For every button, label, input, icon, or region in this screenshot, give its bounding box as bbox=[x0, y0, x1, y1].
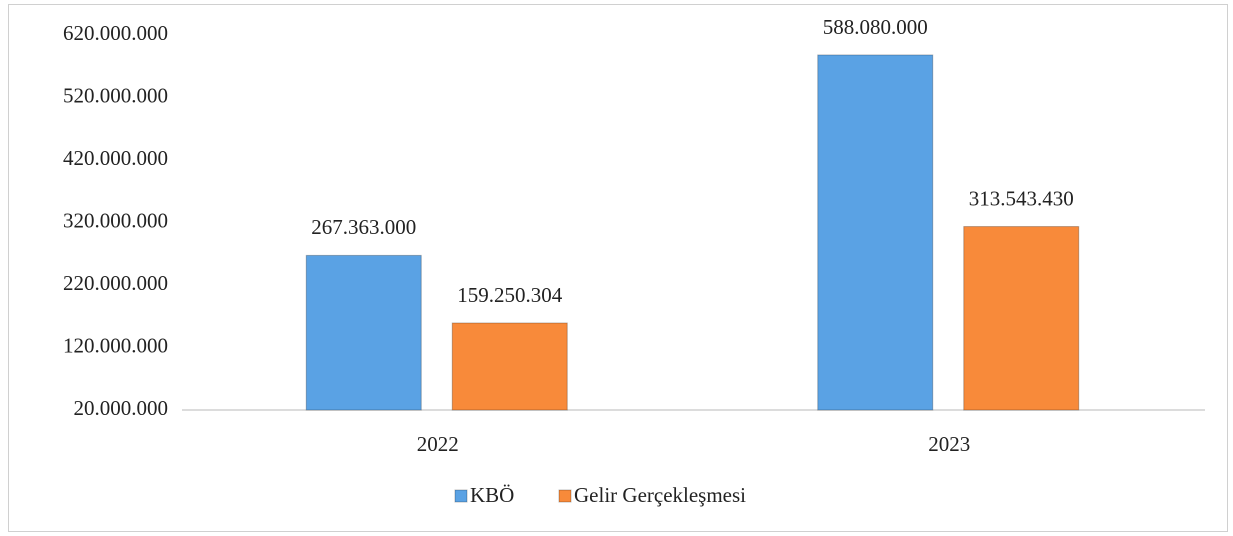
x-tick-label: 2023 bbox=[928, 432, 970, 456]
x-tick-label: 2022 bbox=[417, 432, 459, 456]
bar bbox=[305, 254, 422, 411]
y-tick-label: 420.000.000 bbox=[63, 146, 168, 170]
legend-swatch bbox=[454, 489, 468, 503]
y-tick-label: 620.000.000 bbox=[63, 21, 168, 45]
y-tick-label: 320.000.000 bbox=[63, 208, 168, 232]
bar bbox=[451, 322, 568, 411]
legend-label: Gelir Gerçekleşmesi bbox=[574, 483, 746, 507]
y-tick-label: 220.000.000 bbox=[63, 271, 168, 295]
y-tick-label: 20.000.000 bbox=[74, 396, 169, 420]
legend-swatch bbox=[558, 489, 572, 503]
legend-label: KBÖ bbox=[470, 483, 514, 507]
data-label: 267.363.000 bbox=[311, 215, 416, 239]
bar bbox=[963, 226, 1080, 411]
bar bbox=[817, 54, 934, 411]
data-label: 313.543.430 bbox=[969, 186, 1074, 210]
data-label: 588.080.000 bbox=[823, 15, 928, 39]
y-tick-label: 120.000.000 bbox=[63, 333, 168, 357]
data-label: 159.250.304 bbox=[457, 283, 563, 307]
y-tick-label: 520.000.000 bbox=[63, 83, 168, 107]
